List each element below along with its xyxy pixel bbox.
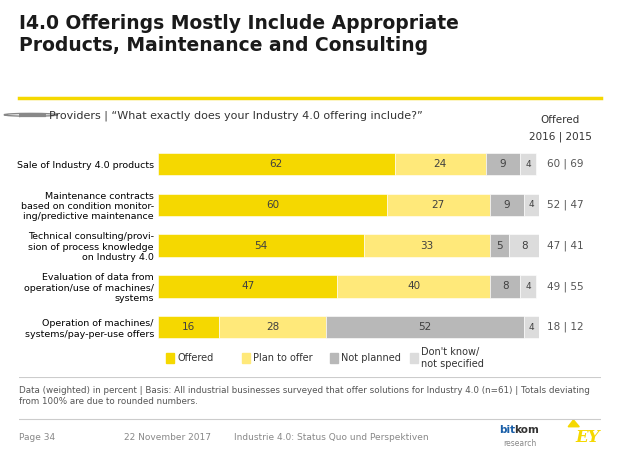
Text: Page 34: Page 34 xyxy=(19,432,55,441)
Bar xyxy=(490,275,520,298)
Bar xyxy=(490,194,524,216)
Text: bit: bit xyxy=(500,425,516,435)
Bar xyxy=(337,275,490,298)
Bar xyxy=(242,353,250,363)
Text: 16: 16 xyxy=(182,322,195,332)
Text: 62: 62 xyxy=(270,159,283,169)
Text: 47 | 41: 47 | 41 xyxy=(547,240,583,251)
Bar xyxy=(158,275,337,298)
Bar xyxy=(158,153,394,175)
Bar xyxy=(486,153,520,175)
Text: research: research xyxy=(503,439,537,448)
Text: 4: 4 xyxy=(525,159,531,169)
Text: Not planned: Not planned xyxy=(341,353,401,363)
Text: 22 November 2017: 22 November 2017 xyxy=(123,432,211,441)
Text: 49 | 55: 49 | 55 xyxy=(547,281,583,292)
Text: 60: 60 xyxy=(266,200,279,210)
Text: 18 | 12: 18 | 12 xyxy=(547,322,583,332)
Bar xyxy=(490,234,509,257)
Text: Offered: Offered xyxy=(541,115,580,125)
Text: Plan to offer: Plan to offer xyxy=(254,353,313,363)
Text: 54: 54 xyxy=(254,241,268,250)
Bar xyxy=(509,234,539,257)
Text: I4.0 Offerings Mostly Include Appropriate
Products, Maintenance and Consulting: I4.0 Offerings Mostly Include Appropriat… xyxy=(19,14,458,55)
Bar xyxy=(219,316,326,338)
Bar xyxy=(524,194,539,216)
Text: 8: 8 xyxy=(502,282,508,292)
Text: 5: 5 xyxy=(496,241,503,250)
Text: 47: 47 xyxy=(241,282,254,292)
Bar xyxy=(158,234,364,257)
Bar xyxy=(524,316,539,338)
Text: kom: kom xyxy=(515,425,539,435)
Bar xyxy=(330,353,338,363)
Text: 4: 4 xyxy=(525,282,531,291)
Text: 52 | 47: 52 | 47 xyxy=(547,200,583,210)
Text: 4: 4 xyxy=(529,323,534,332)
Bar xyxy=(410,353,418,363)
Text: Providers | “What exactly does your Industry 4.0 offering include?”: Providers | “What exactly does your Indu… xyxy=(50,110,423,121)
Text: 24: 24 xyxy=(433,159,447,169)
Text: Offered: Offered xyxy=(177,353,213,363)
Text: Don't know/
not specified: Don't know/ not specified xyxy=(421,347,484,369)
Bar xyxy=(394,153,486,175)
Text: 28: 28 xyxy=(266,322,279,332)
Text: 52: 52 xyxy=(418,322,432,332)
Bar xyxy=(166,353,174,363)
Text: 9: 9 xyxy=(503,200,510,210)
Polygon shape xyxy=(568,420,579,427)
Bar xyxy=(326,316,524,338)
Text: 4: 4 xyxy=(529,200,534,209)
Bar xyxy=(520,275,536,298)
Text: 33: 33 xyxy=(420,241,433,250)
Text: 60 | 69: 60 | 69 xyxy=(547,159,583,170)
Text: Industrie 4.0: Status Quo und Perspektiven: Industrie 4.0: Status Quo und Perspektiv… xyxy=(234,432,429,441)
Bar xyxy=(158,316,219,338)
Bar xyxy=(387,194,490,216)
Text: 9: 9 xyxy=(500,159,507,169)
Text: 40: 40 xyxy=(407,282,420,292)
Text: 8: 8 xyxy=(521,241,528,250)
Text: Data (weighted) in percent | Basis: All industrial businesses surveyed that offe: Data (weighted) in percent | Basis: All … xyxy=(19,386,590,406)
Text: EY: EY xyxy=(575,429,600,446)
Text: 27: 27 xyxy=(432,200,445,210)
Bar xyxy=(520,153,536,175)
Bar xyxy=(158,194,387,216)
Text: 2016 | 2015: 2016 | 2015 xyxy=(529,131,592,142)
Bar xyxy=(364,234,490,257)
